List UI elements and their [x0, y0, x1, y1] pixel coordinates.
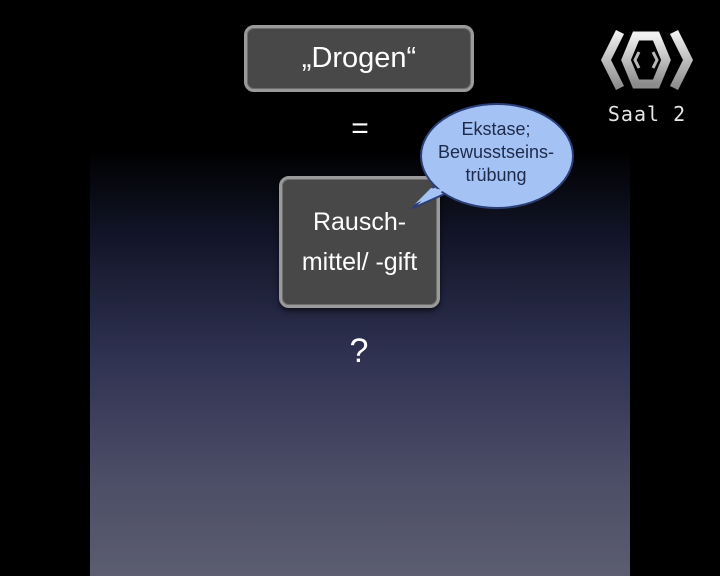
- speech-bubble: [412, 103, 574, 209]
- speech-bubble-text: Ekstase; Bewusstseins- trübung: [421, 118, 571, 187]
- channel-label: Saal 2: [607, 102, 687, 126]
- drogen-title-text: „Drogen“: [301, 42, 417, 74]
- speech-bubble-line-1: Ekstase;: [461, 119, 531, 139]
- drogen-title-box: „Drogen“: [244, 25, 474, 92]
- question-mark: ?: [349, 332, 369, 370]
- rauschmittel-line-2: mittel/ -gift: [301, 248, 418, 276]
- equals-sign: =: [351, 112, 369, 145]
- channel-logo: Saal 2: [598, 26, 696, 126]
- hexagon-logo-icon: [600, 29, 694, 91]
- rauschmittel-line-1: Rausch-: [312, 208, 407, 236]
- speech-bubble-line-3: trübung: [465, 165, 527, 185]
- speech-bubble-line-2: Bewusstseins-: [437, 142, 555, 162]
- rauschmittel-box: Rausch- mittel/ -gift: [279, 176, 440, 308]
